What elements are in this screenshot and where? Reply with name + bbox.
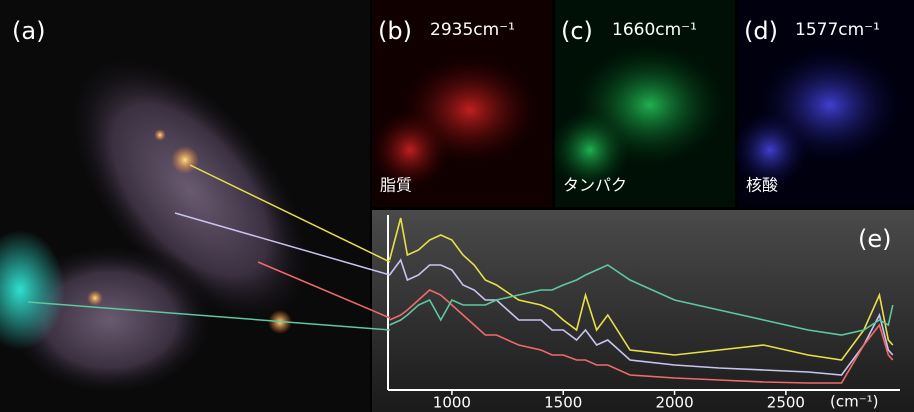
x-tick-label: 2000 xyxy=(655,394,693,412)
wavenumber: 2935cm⁻¹ xyxy=(430,20,515,40)
panel-c: (c) 1660cm⁻¹ タンパク xyxy=(550,0,735,207)
figure: (a) (b) 2935cm⁻¹ 脂質 (c) 1660cm⁻¹ タンパク (d… xyxy=(0,0,914,412)
panel-d: (d) 1577cm⁻¹ 核酸 xyxy=(730,0,914,207)
caption: 核酸 xyxy=(746,176,778,195)
x-tick-label: 1000 xyxy=(433,394,471,412)
panel-label: (c) xyxy=(561,17,593,45)
panel-label: (d) xyxy=(744,17,778,45)
caption: 脂質 xyxy=(380,176,412,195)
caption: タンパク xyxy=(563,176,627,195)
wavenumber: 1577cm⁻¹ xyxy=(795,20,880,40)
x-axis-label: (cm⁻¹) xyxy=(830,393,879,411)
panel-label: (b) xyxy=(378,17,412,45)
panel-e: (e) (cm⁻¹) 1000 1500 2000 2500 xyxy=(372,210,914,412)
x-tick-label: 2500 xyxy=(767,394,805,412)
wavenumber: 1660cm⁻¹ xyxy=(612,20,697,40)
panel-label: (a) xyxy=(12,17,45,45)
panel-b: (b) 2935cm⁻¹ 脂質 xyxy=(370,0,552,207)
x-tick-label: 1500 xyxy=(544,394,582,412)
panel-a: (a) xyxy=(0,0,370,412)
panel-label: (e) xyxy=(858,225,892,253)
